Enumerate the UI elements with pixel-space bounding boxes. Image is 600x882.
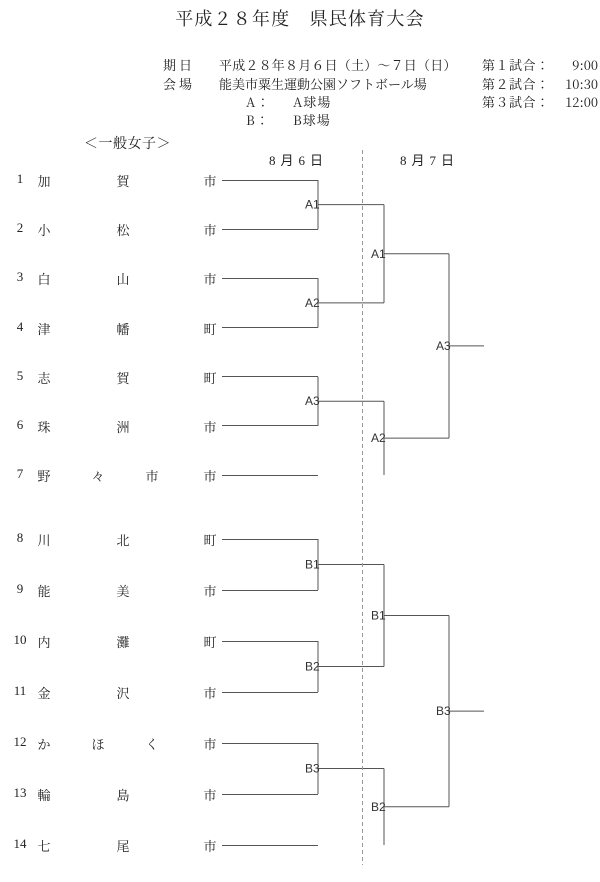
svg-text:B3: B3	[436, 704, 451, 718]
svg-text:A3: A3	[436, 339, 451, 353]
svg-text:B2: B2	[305, 660, 320, 674]
svg-text:B1: B1	[305, 558, 320, 572]
svg-text:A3: A3	[305, 394, 320, 408]
svg-text:B1: B1	[371, 609, 386, 623]
svg-text:A1: A1	[371, 247, 386, 261]
svg-text:B2: B2	[371, 800, 386, 814]
svg-text:A2: A2	[305, 296, 320, 310]
svg-text:A2: A2	[371, 431, 386, 445]
svg-text:B3: B3	[305, 762, 320, 776]
svg-text:A1: A1	[305, 198, 320, 212]
